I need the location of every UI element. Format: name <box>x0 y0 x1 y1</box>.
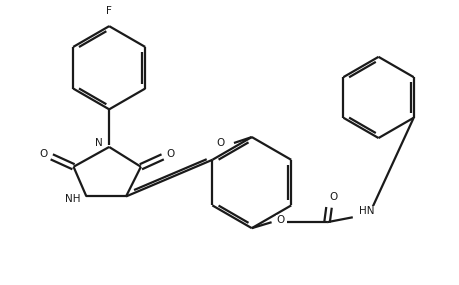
Text: N: N <box>95 138 103 148</box>
Text: O: O <box>329 192 337 202</box>
Text: O: O <box>166 149 174 159</box>
Text: O: O <box>276 215 284 225</box>
Text: O: O <box>39 149 48 159</box>
Text: O: O <box>216 138 224 148</box>
Text: HN: HN <box>358 206 374 216</box>
Text: F: F <box>106 6 112 16</box>
Text: NH: NH <box>65 194 80 204</box>
